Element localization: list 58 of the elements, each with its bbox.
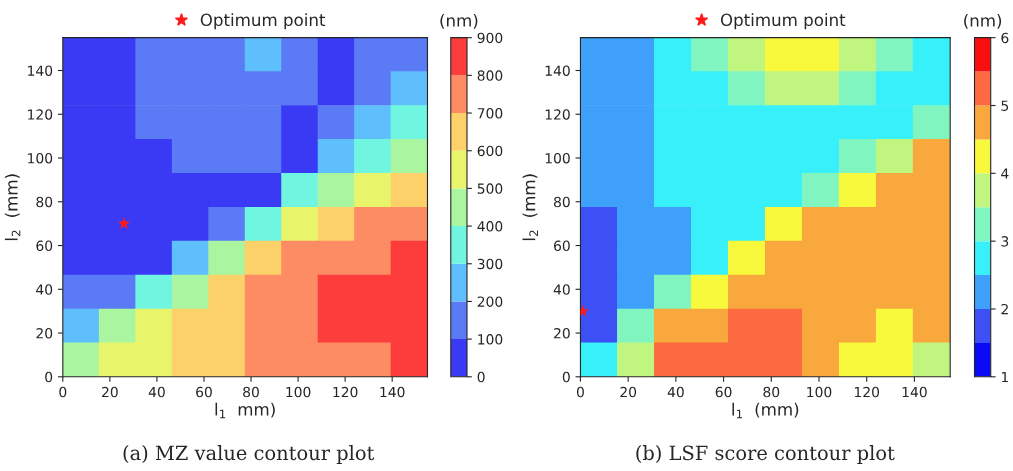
x-tick-label: 80 xyxy=(243,386,259,398)
color-bar-label: 0 xyxy=(477,371,485,383)
color-bar-label: 600 xyxy=(477,145,503,157)
y-tick-label: 40 xyxy=(36,284,53,295)
y-tick-label: 40 xyxy=(553,284,570,295)
x-tick-label: 20 xyxy=(102,386,118,398)
x-tick-label: 0 xyxy=(576,386,584,398)
y-tick-label: 80 xyxy=(553,196,570,208)
y-axis-title: l$_{2}$ (mm) xyxy=(522,174,538,241)
x-tick-label: 0 xyxy=(59,386,67,398)
y-tick-label: 80 xyxy=(36,196,53,208)
y-tick-label: 120 xyxy=(545,109,570,120)
x-tick-label: 60 xyxy=(715,386,732,398)
x-tick-label: 100 xyxy=(807,386,832,398)
color-bar-title: (nm) xyxy=(964,13,1002,29)
y-tick-label: 60 xyxy=(36,240,53,251)
text: (b) LSF score contour plot xyxy=(636,445,895,464)
color-bar-label: 2 xyxy=(1001,303,1008,315)
x-tick-label: 140 xyxy=(380,386,405,398)
x-axis-title: l$_{1}$ mm) xyxy=(215,402,275,419)
x-tick-label: 140 xyxy=(902,386,927,398)
color-bar-label: 100 xyxy=(478,334,503,345)
color-bar-label: 5 xyxy=(1001,100,1009,111)
x-tick-label: 80 xyxy=(763,386,780,398)
color-bar-label: 800 xyxy=(477,70,503,81)
color-bar-label: 6 xyxy=(1001,32,1009,44)
x-tick-label: 120 xyxy=(854,386,880,398)
color-bar-label: 700 xyxy=(477,108,503,119)
x-tick-label: 100 xyxy=(286,386,311,398)
x-tick-label: 40 xyxy=(667,386,684,398)
color-bar-label: 1 xyxy=(1001,371,1008,383)
x-tick-label: 60 xyxy=(196,386,212,398)
y-tick-label: 20 xyxy=(36,328,53,339)
y-tick-label: 140 xyxy=(28,65,53,76)
y-tick-label: 0 xyxy=(45,371,53,383)
x-tick-label: 120 xyxy=(333,386,358,398)
y-tick-label: 60 xyxy=(554,240,570,251)
x-axis-title: l$_{1}$ (mm) xyxy=(732,402,799,419)
y-tick-label: 0 xyxy=(562,371,570,383)
y-tick-label: 140 xyxy=(545,65,570,76)
color-bar-label: 500 xyxy=(477,183,503,194)
text: (a) MZ value contour plot xyxy=(123,445,375,464)
y-tick-label: 100 xyxy=(28,152,53,164)
color-bar-title: (nm) xyxy=(440,13,478,29)
color-bar-label: 4 xyxy=(1001,168,1009,179)
color-bar-label: 400 xyxy=(477,221,503,232)
color-bar-label: 200 xyxy=(477,296,503,307)
legend-label: Optimum point xyxy=(200,13,326,30)
color-bar-label: 900 xyxy=(477,32,503,44)
x-tick-label: 20 xyxy=(620,386,637,398)
x-tick-label: 40 xyxy=(148,386,165,398)
y-axis-title: l$_{2}$ (mm) xyxy=(4,174,21,241)
y-tick-label: 120 xyxy=(28,109,53,120)
legend-label: Optimum point xyxy=(720,13,846,30)
color-bar-label: 300 xyxy=(477,258,503,270)
color-bar-label: 3 xyxy=(1001,236,1009,247)
y-tick-label: 20 xyxy=(554,328,570,339)
y-tick-label: 100 xyxy=(545,152,570,164)
